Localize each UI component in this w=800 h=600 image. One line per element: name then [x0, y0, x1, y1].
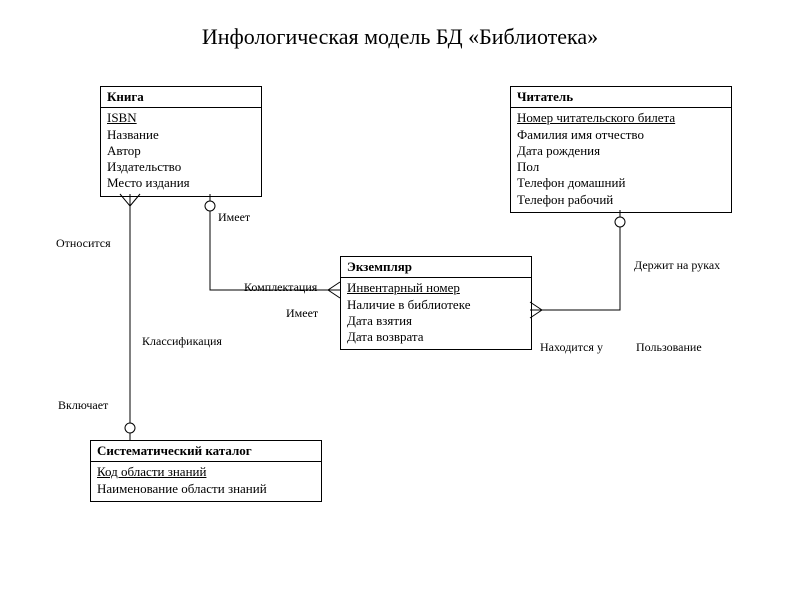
rel-label: Держит на руках	[634, 258, 720, 273]
entity-catalog: Систематический каталог Код области знан…	[90, 440, 322, 502]
rel-label: Комплектация	[244, 280, 317, 295]
entity-copy-attrs: Инвентарный номер Наличие в библиотеке Д…	[341, 278, 531, 349]
attr: Дата возврата	[347, 329, 525, 345]
entity-reader: Читатель Номер читательского билета Фами…	[510, 86, 732, 213]
rel-label: Классификация	[142, 334, 222, 349]
attr: ISBN	[107, 110, 255, 126]
entity-book-attrs: ISBN Название Автор Издательство Место и…	[101, 108, 261, 195]
entity-copy: Экземпляр Инвентарный номер Наличие в би…	[340, 256, 532, 350]
attr: Номер читательского билета	[517, 110, 725, 126]
attr: Дата рождения	[517, 143, 725, 159]
attr: Издательство	[107, 159, 255, 175]
diagram-canvas: Книга ISBN Название Автор Издательство М…	[0, 0, 800, 600]
entity-copy-title: Экземпляр	[341, 257, 531, 278]
attr: Название	[107, 127, 255, 143]
attr: Фамилия имя отчество	[517, 127, 725, 143]
attr: Пол	[517, 159, 725, 175]
attr: Инвентарный номер	[347, 280, 525, 296]
entity-book: Книга ISBN Название Автор Издательство М…	[100, 86, 262, 197]
rel-label: Включает	[58, 398, 108, 413]
attr: Код области знаний	[97, 464, 315, 480]
rel-label: Имеет	[218, 210, 250, 225]
attr: Дата взятия	[347, 313, 525, 329]
entity-reader-title: Читатель	[511, 87, 731, 108]
entity-catalog-attrs: Код области знаний Наименование области …	[91, 462, 321, 501]
entity-catalog-title: Систематический каталог	[91, 441, 321, 462]
entity-reader-attrs: Номер читательского билета Фамилия имя о…	[511, 108, 731, 212]
attr: Телефон домашний	[517, 175, 725, 191]
rel-label: Относится	[56, 236, 111, 251]
entity-book-title: Книга	[101, 87, 261, 108]
rel-label: Находится у	[540, 340, 603, 355]
rel-label: Пользование	[636, 340, 702, 355]
attr: Телефон рабочий	[517, 192, 725, 208]
attr: Наименование области знаний	[97, 481, 315, 497]
attr: Место издания	[107, 175, 255, 191]
attr: Наличие в библиотеке	[347, 297, 525, 313]
attr: Автор	[107, 143, 255, 159]
rel-label: Имеет	[286, 306, 318, 321]
